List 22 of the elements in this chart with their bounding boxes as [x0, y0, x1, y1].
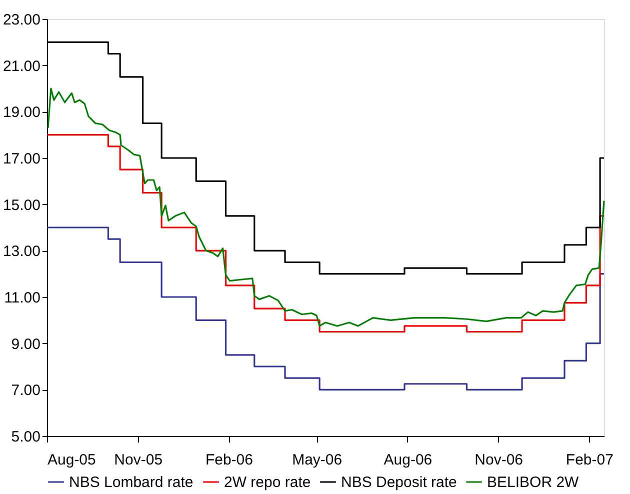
x-tick-label: Nov-05 — [114, 452, 163, 468]
y-tick-label: 19.00 — [2, 104, 40, 122]
y-tick-label: 9.00 — [11, 336, 40, 353]
y-tick-label: 21.00 — [2, 58, 40, 75]
legend-label: NBS Lombard rate — [69, 474, 194, 491]
y-tick-label: 5.00 — [11, 428, 40, 446]
x-tick-label: Aug-06 — [384, 452, 432, 468]
legend-label: 2W repo rate — [224, 474, 311, 491]
y-tick-label: 23.00 — [2, 12, 40, 28]
y-tick-label: 11.00 — [4, 290, 40, 306]
x-tick-label: Nov-06 — [474, 452, 524, 468]
y-tick-label: 13.00 — [2, 243, 40, 260]
line-series — [47, 88, 605, 327]
x-tick-label: Feb-06 — [205, 452, 253, 468]
y-tick-label: 17.00 — [2, 150, 40, 168]
x-tick-label: May-06 — [292, 452, 342, 468]
x-tick-label: Feb-07 — [566, 452, 614, 468]
y-tick-label: 15.00 — [2, 196, 40, 214]
y-tick-label: 7.00 — [11, 382, 40, 400]
legend-label: BELIBOR 2W — [487, 474, 580, 491]
legend-label: NBS Deposit rate — [341, 474, 457, 491]
x-tick-label: Aug-05 — [48, 452, 96, 468]
